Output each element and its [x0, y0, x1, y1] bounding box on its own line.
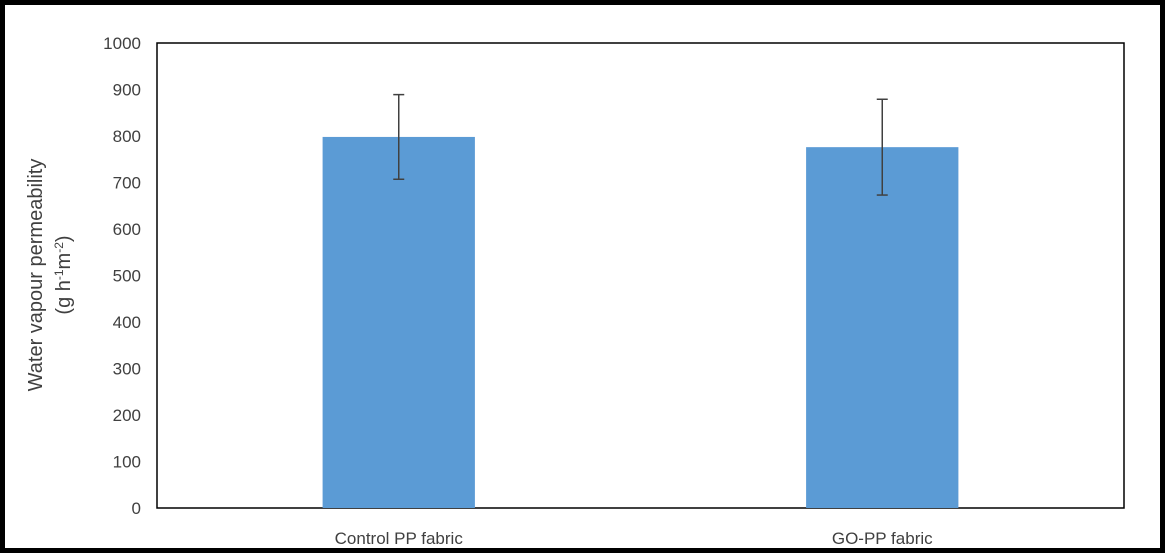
y-axis-label-line2: (g h-1m-2) [52, 235, 75, 314]
y-tick-label: 300 [113, 360, 141, 379]
y-tick-label: 700 [113, 174, 141, 193]
bar [806, 147, 959, 508]
y-axis-label-line1: Water vapour permeability [25, 159, 47, 392]
y-tick-label: 900 [113, 81, 141, 100]
plot-area-border [156, 42, 1125, 509]
y-tick-label: 1000 [103, 34, 141, 53]
y-tick-label: 200 [113, 406, 141, 425]
x-tick-labels: Control PP fabric GO-PP fabric [335, 529, 933, 548]
y-axis-unit-sup2: -2 [52, 242, 66, 253]
y-axis-unit-sup1: -1 [52, 269, 66, 280]
y-tick-label: 600 [113, 220, 141, 239]
bar [322, 136, 475, 508]
y-axis-unit-open: (g h [53, 280, 75, 314]
y-tick-label: 0 [132, 499, 141, 518]
y-tick-labels: 0 100 200 300 400 500 600 700 800 900 1000 [103, 34, 141, 518]
y-tick-label: 400 [113, 313, 141, 332]
y-tick-label: 500 [113, 267, 141, 286]
x-tick-label: Control PP fabric [335, 529, 464, 548]
x-tick-label: GO-PP fabric [832, 529, 933, 548]
error-bars [393, 93, 888, 196]
y-tick-label: 100 [113, 453, 141, 472]
y-axis-unit-close: ) [53, 235, 75, 242]
bars [322, 136, 959, 508]
y-axis-unit-mid: m [53, 253, 75, 270]
y-tick-label: 800 [113, 127, 141, 146]
